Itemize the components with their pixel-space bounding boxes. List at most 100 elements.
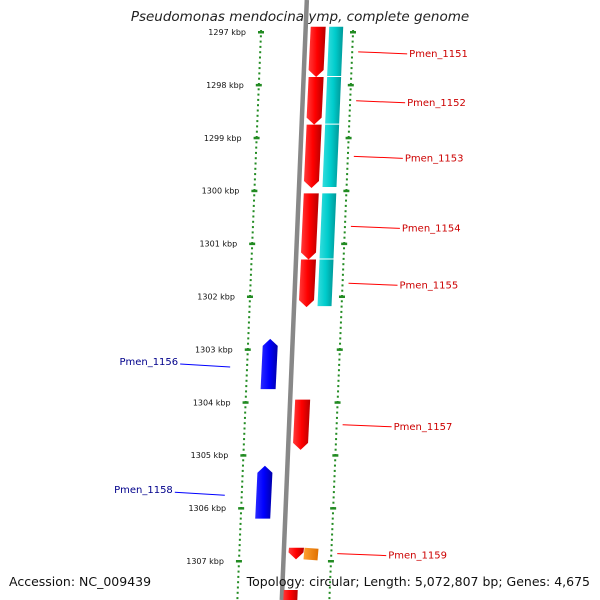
gene-label[interactable]: Pmen_1152 <box>407 98 466 109</box>
gene-label[interactable]: Pmen_1158 <box>114 485 173 496</box>
label-leader <box>337 553 387 557</box>
tick-dot <box>334 448 337 451</box>
tick-dot <box>245 390 248 393</box>
right-tick-ring <box>327 30 356 600</box>
gene-arrow[interactable] <box>260 338 278 390</box>
tick-dot <box>340 305 343 308</box>
tick-dot <box>335 422 338 425</box>
tick-dot <box>333 480 336 483</box>
tick-dot <box>339 332 342 335</box>
tick-dot <box>242 443 245 446</box>
tick-dot <box>345 199 348 202</box>
tick-dot <box>343 226 346 229</box>
tick-dot <box>252 204 255 207</box>
tick-dot <box>256 125 259 128</box>
gene-label[interactable]: Pmen_1156 <box>119 357 178 368</box>
tick-dot <box>238 544 241 547</box>
tick-dot <box>335 416 338 419</box>
tick-dot <box>254 167 257 170</box>
gene-label[interactable]: Pmen_1159 <box>388 551 447 562</box>
tick-dot <box>259 35 262 38</box>
tick-dot <box>329 575 332 578</box>
tick-dot <box>255 141 258 144</box>
tick-label: 1298 kbp <box>206 81 244 90</box>
tick-dot <box>236 586 239 589</box>
tick-dot <box>332 501 335 504</box>
tick-label: 1300 kbp <box>202 187 240 196</box>
tick-label: 1303 kbp <box>195 345 233 354</box>
tick-dot <box>344 215 347 218</box>
gene-label[interactable]: Pmen_1153 <box>405 153 464 164</box>
major-tick-right <box>332 454 339 457</box>
tick-dot <box>256 104 259 107</box>
tick-dot <box>330 544 333 547</box>
gene-arrow[interactable] <box>299 259 317 308</box>
tick-dot <box>346 173 349 176</box>
gene-arrow[interactable] <box>303 124 322 189</box>
tick-dot <box>255 151 258 154</box>
tick-dot <box>237 575 240 578</box>
tick-dot <box>240 491 243 494</box>
tick-dot <box>333 464 336 467</box>
rna-feature[interactable] <box>303 547 319 561</box>
gene-arrow[interactable] <box>306 76 324 125</box>
tick-dot <box>246 363 249 366</box>
gene-labels: Pmen_1151 Pmen_1152 Pmen_1153 Pmen_1154 Pmen… <box>114 49 468 562</box>
tick-dot <box>256 120 259 123</box>
tick-dot <box>250 268 253 271</box>
gene-arrow[interactable] <box>301 193 319 260</box>
gene-label[interactable]: Pmen_1155 <box>400 280 459 291</box>
tick-label: 1301 kbp <box>199 240 237 249</box>
tick-dot <box>256 109 259 112</box>
tick-dot <box>249 279 252 282</box>
tick-dot <box>241 464 244 467</box>
tick-dot <box>258 61 261 64</box>
gene-arrow[interactable] <box>293 399 311 450</box>
gene-arrow[interactable] <box>308 26 326 77</box>
tick-dot <box>341 279 344 282</box>
tick-dot <box>243 422 246 425</box>
tick-dot <box>346 162 349 165</box>
tick-dot <box>343 236 346 239</box>
tick-dot <box>252 215 255 218</box>
tick-dot <box>241 485 244 488</box>
gene-label[interactable]: Pmen_1157 <box>394 422 453 433</box>
tick-dot <box>247 326 250 329</box>
tick-dot <box>329 570 332 573</box>
tick-dot <box>257 93 260 96</box>
left-tick-ring <box>235 30 264 600</box>
tick-dot <box>348 114 351 117</box>
tick-dot <box>347 146 350 149</box>
tick-dot <box>344 210 347 213</box>
gene-label[interactable]: Pmen_1154 <box>402 223 461 234</box>
major-tick-left <box>242 401 249 404</box>
tick-dot <box>242 459 245 462</box>
tick-dot <box>337 390 340 393</box>
tick-dot <box>336 395 339 398</box>
tick-dot <box>243 427 246 430</box>
tick-dot <box>347 141 350 144</box>
tick-dot <box>249 289 252 292</box>
tick-dot <box>248 300 251 303</box>
gene-arrow[interactable] <box>288 547 304 560</box>
tick-dot <box>248 310 251 313</box>
tick-dot <box>331 533 334 536</box>
tick-dot <box>255 130 258 133</box>
major-tick-left <box>238 507 245 510</box>
tick-dot <box>242 448 245 451</box>
gene-arrow[interactable] <box>255 465 273 519</box>
tick-dot <box>248 316 251 319</box>
tick-dot <box>335 438 338 441</box>
tick-dot <box>340 310 343 313</box>
gene-label[interactable]: Pmen_1151 <box>409 49 468 60</box>
tick-dot <box>348 104 351 107</box>
tick-dot <box>335 432 338 435</box>
tick-dot <box>344 220 347 223</box>
tick-dot <box>350 67 353 70</box>
tick-dot <box>350 56 353 59</box>
tick-dot <box>351 45 354 48</box>
tick-dot <box>349 93 352 96</box>
tick-dot <box>330 554 333 557</box>
tick-dot <box>246 353 249 356</box>
